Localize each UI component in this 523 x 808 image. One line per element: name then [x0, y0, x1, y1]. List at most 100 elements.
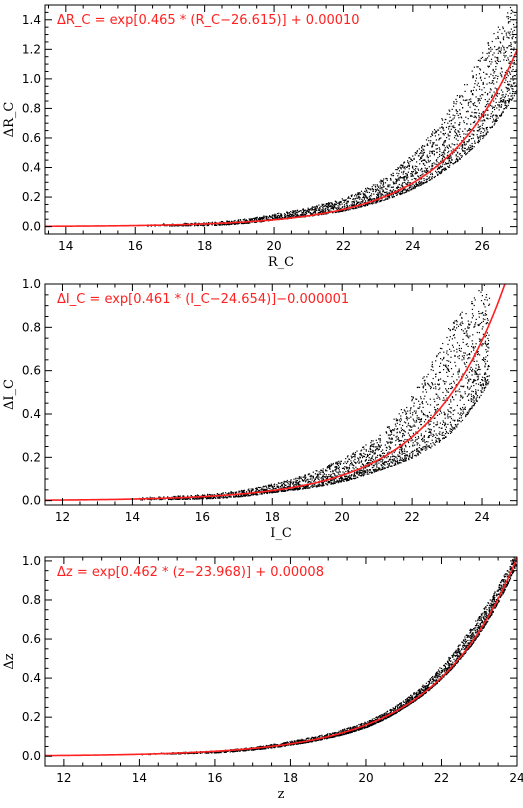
data-point	[430, 434, 432, 436]
data-point	[431, 134, 434, 136]
data-point	[355, 195, 358, 197]
data-point	[427, 416, 429, 418]
data-point	[259, 487, 261, 489]
data-point	[487, 65, 489, 67]
data-point	[349, 208, 351, 210]
data-point	[451, 159, 453, 161]
data-point	[453, 426, 455, 429]
data-point	[399, 177, 401, 179]
data-point	[369, 188, 372, 190]
data-point	[406, 451, 408, 453]
data-point	[251, 218, 254, 220]
data-point	[247, 489, 249, 491]
data-point	[397, 462, 399, 464]
data-point	[511, 38, 513, 40]
data-point	[464, 147, 466, 149]
data-point	[496, 107, 498, 109]
data-point	[233, 495, 235, 497]
data-point	[488, 82, 490, 84]
data-point	[497, 56, 499, 59]
data-point	[289, 216, 291, 218]
data-point	[438, 147, 440, 149]
data-point	[444, 141, 446, 143]
data-point	[445, 163, 448, 165]
data-point	[370, 198, 372, 200]
data-point	[372, 459, 374, 461]
data-point	[433, 132, 435, 134]
data-point	[249, 219, 251, 221]
data-point	[374, 452, 376, 454]
data-point	[384, 461, 386, 463]
data-point	[400, 190, 402, 192]
data-point	[448, 328, 450, 330]
data-point	[470, 129, 472, 131]
data-point	[457, 151, 459, 153]
data-point	[391, 430, 393, 432]
data-point	[492, 118, 495, 120]
data-point	[492, 54, 494, 56]
data-point	[322, 210, 324, 212]
data-point	[391, 190, 393, 192]
data-point	[423, 440, 425, 442]
data-point	[336, 475, 338, 477]
data-point	[459, 323, 461, 325]
data-point	[183, 497, 186, 499]
data-point	[383, 463, 385, 465]
data-point	[422, 403, 424, 405]
data-point	[446, 137, 448, 139]
data-point	[358, 459, 360, 461]
data-point	[378, 460, 380, 462]
data-point	[331, 476, 333, 478]
data-point	[412, 412, 414, 414]
data-point	[265, 216, 267, 218]
data-point	[387, 460, 390, 462]
data-point	[425, 178, 427, 181]
data-point	[438, 134, 440, 136]
data-point	[392, 186, 394, 188]
data-point	[443, 150, 445, 152]
data-point	[390, 189, 392, 192]
data-point	[380, 464, 382, 466]
data-point	[404, 452, 406, 454]
data-point	[479, 368, 481, 371]
data-point	[515, 22, 517, 24]
data-point	[389, 458, 391, 460]
data-point	[399, 447, 401, 449]
data-point	[352, 208, 355, 210]
data-point	[432, 150, 434, 152]
data-point	[188, 498, 190, 500]
data-point	[447, 365, 449, 367]
data-point	[320, 473, 322, 475]
data-point	[462, 330, 464, 332]
data-point	[314, 212, 316, 214]
data-point	[244, 222, 246, 224]
data-point	[379, 445, 381, 447]
data-point	[243, 491, 245, 493]
data-point	[349, 474, 351, 476]
data-point	[484, 106, 486, 108]
data-point	[422, 148, 424, 150]
data-point	[466, 330, 468, 332]
data-point	[495, 116, 497, 118]
data-point	[211, 494, 213, 496]
data-point	[482, 136, 485, 138]
data-point	[398, 455, 400, 457]
data-point	[358, 195, 360, 197]
data-point	[428, 445, 430, 447]
data-point	[448, 339, 450, 341]
data-point	[448, 138, 450, 140]
data-point	[194, 224, 196, 226]
data-point	[468, 353, 471, 355]
data-point	[401, 166, 403, 168]
data-point	[356, 197, 358, 199]
data-point	[325, 213, 327, 215]
data-point	[449, 110, 451, 112]
data-point	[358, 203, 360, 205]
data-point	[434, 412, 436, 414]
data-point	[512, 90, 514, 92]
data-point	[197, 225, 199, 227]
data-point	[446, 113, 448, 115]
data-point	[171, 225, 173, 227]
data-point	[364, 453, 366, 456]
data-point	[387, 186, 389, 188]
